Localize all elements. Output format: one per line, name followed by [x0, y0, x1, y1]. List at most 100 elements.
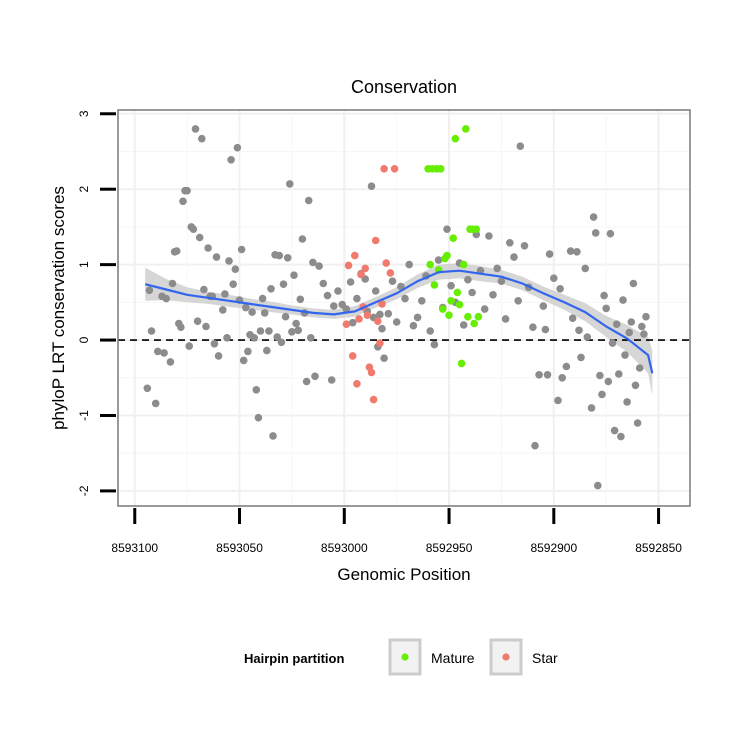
smooth-line [144, 269, 654, 374]
point-other [225, 257, 233, 265]
point-other [577, 353, 585, 362]
point-other [160, 349, 168, 357]
point-other [629, 279, 638, 288]
point-star [380, 165, 388, 173]
point-other [468, 288, 476, 297]
point-mature [445, 311, 453, 320]
point-other [535, 371, 543, 379]
point-other [633, 419, 642, 427]
point-other [575, 326, 583, 335]
point-other [606, 229, 615, 238]
point-other [242, 303, 250, 312]
confidence-band [145, 263, 653, 396]
point-other [294, 326, 303, 335]
x-tick-label: 8593050 [216, 541, 263, 555]
point-other [185, 342, 193, 350]
point-other [279, 280, 288, 289]
point-other [323, 291, 332, 300]
point-other [237, 245, 246, 254]
point-mature [451, 134, 460, 143]
point-other [497, 277, 506, 286]
x-tick-label: 8593000 [321, 541, 368, 555]
point-star [369, 395, 378, 404]
confidence-band-layer [145, 263, 653, 396]
plot-panel-border [117, 109, 691, 507]
chart-title: Conservation [351, 77, 457, 97]
point-other [621, 351, 629, 359]
point-other [371, 287, 380, 295]
point-other [204, 244, 212, 252]
x-axis-label: Genomic Position [337, 565, 470, 584]
legend-swatch-mature [401, 653, 409, 661]
point-other [642, 312, 650, 321]
point-other [330, 302, 338, 310]
point-star [353, 380, 361, 388]
point-other [443, 225, 451, 233]
point-star [382, 259, 391, 267]
point-other [638, 322, 646, 331]
point-star [367, 368, 376, 377]
point-star [371, 236, 380, 245]
point-other [418, 297, 426, 305]
point-other [426, 327, 435, 335]
point-other [319, 279, 328, 288]
axes-layer: -2 -1 0 1 2 3 8593100 8593050 8593000 8592950 8592… [77, 110, 682, 555]
point-mature [474, 312, 483, 321]
point-other [550, 274, 558, 283]
point-other [275, 251, 284, 260]
point-star [386, 269, 395, 277]
point-other [248, 308, 256, 316]
point-mature [443, 251, 451, 260]
point-other [229, 280, 237, 289]
point-other [558, 374, 566, 382]
point-other [250, 334, 258, 342]
legend-key-mature [388, 638, 422, 676]
point-other [367, 182, 376, 190]
point-other [252, 386, 261, 394]
legend: Hairpin partition Mature Star [244, 638, 558, 676]
point-other [380, 354, 388, 363]
point-other [304, 196, 313, 205]
y-tick-label: 0 [77, 336, 91, 343]
y-tick-label: -1 [77, 410, 91, 421]
point-other [296, 295, 305, 304]
point-star [390, 165, 399, 173]
point-other [254, 413, 263, 422]
point-other [573, 248, 581, 256]
point-other [625, 328, 633, 337]
point-other [231, 265, 240, 274]
point-other [392, 318, 401, 326]
point-other [183, 186, 191, 195]
y-tick-label: 1 [77, 261, 91, 268]
point-other [610, 426, 619, 435]
point-other [596, 371, 604, 380]
point-other [583, 333, 592, 341]
point-other [514, 297, 522, 305]
point-other [485, 232, 493, 240]
point-other [233, 143, 242, 152]
point-other [348, 318, 357, 327]
point-mature [459, 260, 468, 269]
point-other [529, 323, 537, 332]
point-mature [453, 288, 462, 297]
point-other [388, 277, 397, 286]
point-other [506, 239, 514, 247]
point-other [554, 396, 562, 405]
point-other [177, 323, 185, 332]
point-other [587, 404, 596, 412]
point-other [541, 325, 550, 334]
point-other [619, 296, 627, 304]
point-other [623, 398, 631, 406]
points-layer [143, 125, 650, 490]
y-tick-label: 2 [77, 186, 91, 193]
point-other [545, 250, 554, 258]
point-other [267, 285, 275, 293]
point-other [489, 291, 497, 299]
point-other [327, 376, 336, 384]
point-other [288, 328, 296, 336]
point-other [189, 225, 198, 233]
point-other [265, 327, 273, 335]
point-other [376, 310, 384, 319]
legend-label-star: Star [532, 650, 558, 666]
